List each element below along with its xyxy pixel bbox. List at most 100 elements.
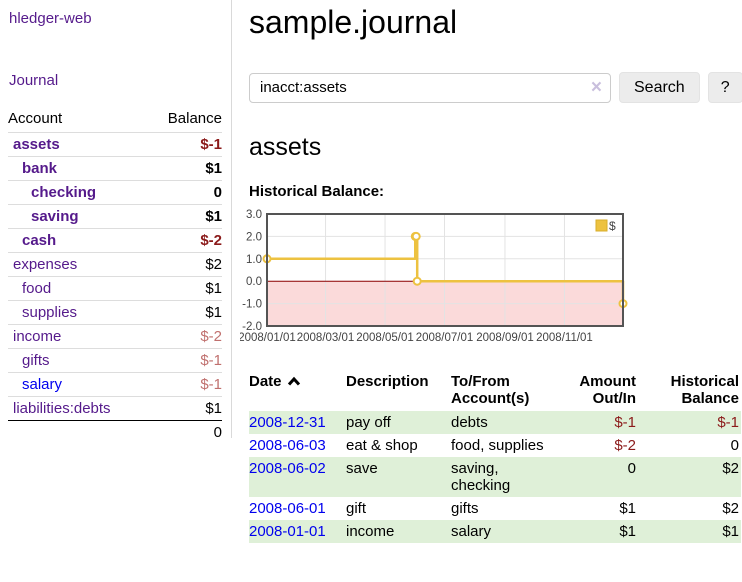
accounts-total-balance: 0 — [148, 421, 222, 445]
clear-search-icon[interactable]: × — [591, 78, 602, 97]
transaction-description: save — [346, 457, 451, 497]
register-row: 2008-06-01 gift gifts $1 $2 — [249, 497, 741, 520]
transaction-accounts: gifts — [451, 497, 566, 520]
svg-text:0.0: 0.0 — [246, 276, 262, 288]
transaction-accounts: saving, checking — [451, 457, 566, 497]
transaction-amount: $-1 — [566, 411, 646, 434]
sidebar-item-journal[interactable]: Journal — [9, 72, 58, 89]
main-content: sample.journal × Search ? assets Histori… — [232, 0, 742, 582]
account-row: expenses $2 — [8, 253, 222, 277]
transaction-amount: 0 — [566, 457, 646, 497]
accounts-total-row: 0 — [8, 421, 222, 445]
account-balance: $-1 — [148, 349, 222, 373]
account-link-assets[interactable]: assets — [13, 136, 60, 153]
svg-text:-1.0: -1.0 — [242, 299, 262, 311]
transaction-description: gift — [346, 497, 451, 520]
account-balance: $1 — [148, 301, 222, 325]
register-header-balance: Historical Balance — [646, 371, 741, 411]
search-input[interactable] — [249, 73, 611, 103]
search-form: × Search ? — [249, 72, 742, 103]
page-title: sample.journal — [249, 4, 742, 41]
svg-text:2008/07/01: 2008/07/01 — [416, 332, 474, 344]
transaction-date-link[interactable]: 2008-01-01 — [249, 523, 326, 540]
transaction-amount: $1 — [566, 520, 646, 543]
account-row: bank $1 — [8, 157, 222, 181]
chart-canvas: $3.02.01.00.0-1.0-2.02008/01/012008/03/0… — [240, 206, 644, 350]
transaction-date-link[interactable]: 2008-06-03 — [249, 437, 326, 454]
account-link-salary[interactable]: salary — [22, 376, 62, 393]
account-link-food[interactable]: food — [22, 280, 51, 297]
chart-title: Historical Balance: — [249, 183, 742, 200]
accounts-header-account: Account — [8, 106, 148, 133]
help-button[interactable]: ? — [708, 72, 742, 103]
register-row: 2008-12-31 pay off debts $-1 $-1 — [249, 411, 741, 434]
historical-balance-chart: $3.02.01.00.0-1.0-2.02008/01/012008/03/0… — [240, 206, 742, 354]
account-row: income $-2 — [8, 325, 222, 349]
account-row: liabilities:debts $1 — [8, 397, 222, 421]
svg-text:2008/03/01: 2008/03/01 — [297, 332, 355, 344]
account-link-saving[interactable]: saving — [31, 208, 79, 225]
account-balance: $-1 — [148, 373, 222, 397]
transaction-amount: $-2 — [566, 434, 646, 457]
transaction-balance: 0 — [646, 434, 741, 457]
transaction-description: pay off — [346, 411, 451, 434]
svg-text:2008/05/01: 2008/05/01 — [356, 332, 414, 344]
search-button[interactable]: Search — [619, 72, 700, 103]
account-balance: 0 — [148, 181, 222, 205]
register-row: 2008-06-03 eat & shop food, supplies $-2… — [249, 434, 741, 457]
register-table: Date Description To/From Account(s) Amou… — [249, 371, 741, 543]
accounts-table: Account Balance assets $-1 bank $1 check… — [8, 106, 222, 444]
account-row: cash $-2 — [8, 229, 222, 253]
account-link-expenses[interactable]: expenses — [13, 256, 77, 273]
accounts-header-balance: Balance — [148, 106, 222, 133]
account-row: supplies $1 — [8, 301, 222, 325]
account-balance: $1 — [148, 277, 222, 301]
transaction-date-link[interactable]: 2008-06-01 — [249, 500, 326, 517]
account-balance: $-1 — [148, 133, 222, 157]
transaction-accounts: debts — [451, 411, 566, 434]
sort-ascending-icon — [287, 374, 301, 391]
account-link-supplies[interactable]: supplies — [22, 304, 77, 321]
register-header-description: Description — [346, 371, 451, 411]
account-balance: $-2 — [148, 325, 222, 349]
app-brand-link[interactable]: hledger-web — [9, 10, 92, 27]
transaction-accounts: salary — [451, 520, 566, 543]
svg-text:$: $ — [609, 219, 616, 233]
svg-text:3.0: 3.0 — [246, 209, 262, 221]
transaction-date-link[interactable]: 2008-12-31 — [249, 414, 326, 431]
transaction-description: eat & shop — [346, 434, 451, 457]
register-header-accounts: To/From Account(s) — [451, 371, 566, 411]
account-row: checking 0 — [8, 181, 222, 205]
svg-text:2.0: 2.0 — [246, 231, 262, 243]
account-link-liabilities-debts[interactable]: liabilities:debts — [13, 400, 111, 417]
transaction-date-link[interactable]: 2008-06-02 — [249, 460, 326, 477]
transaction-amount: $1 — [566, 497, 646, 520]
svg-text:2008/01/01: 2008/01/01 — [240, 332, 296, 344]
account-row: saving $1 — [8, 205, 222, 229]
account-balance: $-2 — [148, 229, 222, 253]
sidebar: hledger-web Journal Account Balance asse… — [0, 0, 232, 438]
register-header-date[interactable]: Date — [249, 371, 346, 411]
account-balance: $1 — [148, 157, 222, 181]
register-row: 2008-01-01 income salary $1 $1 — [249, 520, 741, 543]
account-row: food $1 — [8, 277, 222, 301]
register-header-amount: Amount Out/In — [566, 371, 646, 411]
account-row: assets $-1 — [8, 133, 222, 157]
account-link-income[interactable]: income — [13, 328, 61, 345]
account-row: salary $-1 — [8, 373, 222, 397]
transaction-description: income — [346, 520, 451, 543]
account-balance: $1 — [148, 397, 222, 421]
svg-text:1.0: 1.0 — [246, 254, 262, 266]
account-link-cash[interactable]: cash — [22, 232, 56, 249]
account-balance: $2 — [148, 253, 222, 277]
account-link-gifts[interactable]: gifts — [22, 352, 50, 369]
register-header-row: Date Description To/From Account(s) Amou… — [249, 371, 741, 411]
register-row: 2008-06-02 save saving, checking 0 $2 — [249, 457, 741, 497]
account-link-checking[interactable]: checking — [31, 184, 96, 201]
account-link-bank[interactable]: bank — [22, 160, 57, 177]
account-heading: assets — [249, 133, 742, 162]
transaction-balance: $2 — [646, 457, 741, 497]
transaction-balance: $2 — [646, 497, 741, 520]
svg-text:2008/11/01: 2008/11/01 — [536, 332, 593, 344]
account-balance: $1 — [148, 205, 222, 229]
